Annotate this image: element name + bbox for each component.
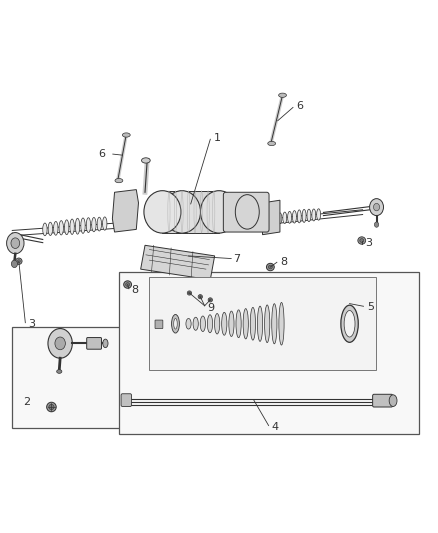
Ellipse shape — [243, 309, 248, 339]
Ellipse shape — [293, 211, 297, 223]
Text: 6: 6 — [99, 149, 106, 159]
Ellipse shape — [236, 310, 241, 338]
Ellipse shape — [279, 93, 286, 98]
Ellipse shape — [187, 291, 191, 295]
Text: 4: 4 — [271, 422, 279, 432]
Ellipse shape — [302, 209, 306, 222]
Ellipse shape — [207, 315, 212, 333]
Polygon shape — [162, 191, 219, 233]
Text: 6: 6 — [297, 101, 304, 111]
Text: 8: 8 — [280, 257, 287, 267]
Ellipse shape — [102, 217, 107, 230]
Ellipse shape — [268, 141, 276, 146]
Ellipse shape — [279, 302, 284, 345]
Ellipse shape — [297, 210, 301, 223]
Ellipse shape — [341, 305, 358, 342]
Ellipse shape — [122, 133, 130, 137]
Ellipse shape — [53, 221, 58, 235]
Polygon shape — [113, 190, 138, 232]
Ellipse shape — [64, 220, 69, 235]
Circle shape — [7, 232, 24, 254]
FancyBboxPatch shape — [121, 394, 131, 407]
Circle shape — [11, 260, 18, 268]
Ellipse shape — [163, 191, 201, 233]
Ellipse shape — [201, 191, 237, 233]
Ellipse shape — [193, 317, 198, 330]
Ellipse shape — [92, 217, 96, 232]
Ellipse shape — [215, 313, 220, 334]
Ellipse shape — [59, 221, 64, 235]
Ellipse shape — [144, 191, 181, 233]
Ellipse shape — [115, 179, 123, 183]
Ellipse shape — [57, 369, 62, 373]
Ellipse shape — [103, 339, 108, 348]
Polygon shape — [141, 245, 215, 280]
Ellipse shape — [17, 260, 20, 263]
Ellipse shape — [358, 237, 366, 244]
Bar — [119, 272, 419, 433]
Ellipse shape — [268, 265, 272, 269]
Text: 3: 3 — [28, 319, 35, 329]
Ellipse shape — [199, 296, 201, 298]
Ellipse shape — [174, 318, 177, 329]
Ellipse shape — [266, 263, 274, 271]
Ellipse shape — [222, 312, 227, 335]
Ellipse shape — [48, 222, 53, 236]
Circle shape — [370, 199, 384, 216]
FancyBboxPatch shape — [87, 337, 102, 349]
Ellipse shape — [198, 295, 202, 299]
Ellipse shape — [126, 282, 130, 286]
Ellipse shape — [70, 219, 74, 235]
FancyBboxPatch shape — [373, 394, 392, 407]
Ellipse shape — [317, 209, 321, 220]
Ellipse shape — [307, 209, 311, 222]
Ellipse shape — [283, 212, 287, 223]
Ellipse shape — [344, 311, 355, 337]
Ellipse shape — [186, 318, 191, 329]
Ellipse shape — [124, 281, 131, 288]
Ellipse shape — [265, 305, 270, 343]
Text: 9: 9 — [207, 303, 214, 313]
Text: 3: 3 — [365, 238, 372, 248]
Circle shape — [55, 337, 65, 350]
Ellipse shape — [43, 223, 47, 236]
Circle shape — [374, 222, 379, 227]
Ellipse shape — [47, 402, 56, 412]
Ellipse shape — [312, 209, 316, 221]
Text: 8: 8 — [131, 285, 138, 295]
Bar — [12, 327, 130, 428]
Ellipse shape — [172, 314, 180, 333]
Ellipse shape — [209, 299, 212, 301]
Ellipse shape — [389, 395, 397, 407]
Circle shape — [11, 238, 20, 248]
Ellipse shape — [278, 213, 282, 224]
Ellipse shape — [200, 316, 205, 332]
Text: 5: 5 — [367, 302, 374, 312]
Ellipse shape — [15, 258, 22, 264]
Text: 7: 7 — [233, 254, 240, 264]
Ellipse shape — [250, 308, 255, 340]
Circle shape — [48, 328, 72, 358]
FancyBboxPatch shape — [223, 192, 269, 232]
Ellipse shape — [49, 405, 54, 410]
Circle shape — [374, 204, 380, 211]
FancyBboxPatch shape — [155, 320, 163, 328]
Ellipse shape — [258, 306, 263, 341]
Ellipse shape — [86, 217, 91, 232]
Ellipse shape — [141, 158, 150, 163]
Text: 2: 2 — [23, 397, 30, 407]
Bar — [149, 277, 376, 370]
Polygon shape — [262, 200, 280, 235]
Ellipse shape — [208, 298, 212, 302]
Ellipse shape — [97, 217, 102, 231]
Ellipse shape — [188, 292, 191, 294]
Ellipse shape — [229, 311, 234, 336]
Ellipse shape — [288, 212, 292, 223]
Ellipse shape — [75, 218, 80, 234]
Ellipse shape — [81, 218, 85, 233]
Text: 1: 1 — [214, 133, 221, 143]
Ellipse shape — [360, 239, 364, 243]
Ellipse shape — [272, 304, 277, 344]
